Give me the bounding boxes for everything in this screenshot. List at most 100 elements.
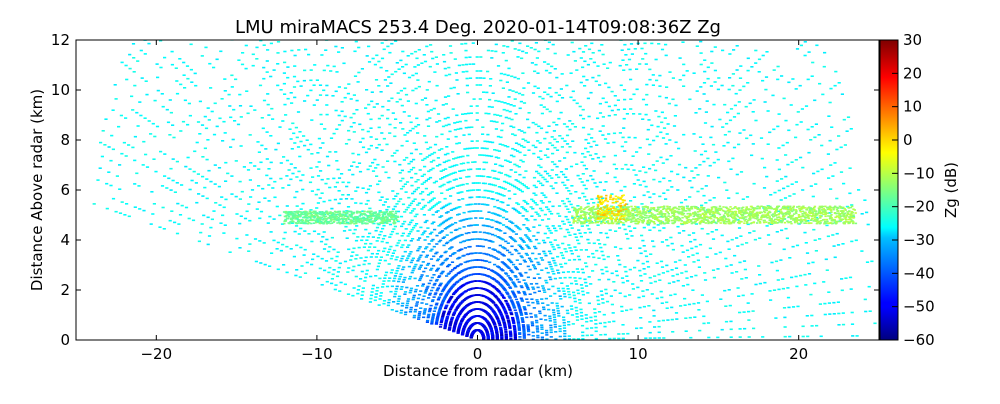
radar-gate [811,261,815,264]
radar-gate [555,124,559,126]
radar-gate [375,226,380,229]
radar-gate [735,45,739,47]
radar-gate [464,49,468,52]
radar-gate [515,226,519,228]
radar-gate [554,229,558,232]
radar-gate [479,56,483,58]
radar-gate [716,336,720,339]
radar-gate [738,77,743,79]
radar-gate [660,296,664,299]
radar-gate [382,250,386,253]
radar-gate [221,140,225,142]
radar-gate [456,206,460,209]
radar-gate [516,77,520,80]
radar-gate [456,128,460,130]
radar-gate [733,254,737,257]
radar-gate [522,331,526,333]
radar-gate [409,240,413,242]
radar-gate [464,113,468,115]
radar-gate [508,287,513,289]
radar-gate [530,198,534,201]
radar-gate [623,150,627,152]
radar-gate [416,239,420,241]
radar-gate [805,315,809,317]
radar-gate [522,184,526,187]
radar-gate [795,285,799,288]
radar-gate [446,152,450,155]
radar-gate [379,256,383,258]
radar-gate [565,228,569,231]
radar-gate [445,293,449,295]
radar-gate [269,231,273,233]
radar-gate [324,260,329,262]
radar-gate [468,189,472,192]
radar-gate [307,53,311,56]
radar-gate [773,191,777,194]
radar-gate [781,287,785,290]
radar-gate [494,43,498,46]
radar-gate [209,180,213,183]
radar-gate [865,211,869,214]
radar-gate [430,191,434,193]
radar-gate [780,178,784,180]
radar-gate [333,186,337,188]
radar-gate [368,165,372,167]
radar-gate [552,130,556,132]
radar-gate [378,298,382,300]
radar-gate [537,242,541,245]
radar-gate [424,180,428,182]
radar-gate [766,110,770,112]
radar-gate [414,305,418,307]
radar-gate [595,197,599,200]
radar-gate [125,78,129,81]
radar-gate [602,155,606,158]
radar-gate [441,237,445,239]
radar-gate [432,313,436,315]
radar-gate [186,77,190,80]
radar-gate [444,294,448,296]
radar-gate [463,247,467,249]
radar-gate [818,303,822,305]
radar-gate [523,293,527,296]
radar-gate [198,133,202,135]
radar-gate [835,148,839,151]
radar-gate [303,248,307,251]
radar-gate [405,156,409,159]
radar-gate [292,255,296,258]
radar-gate [178,214,183,216]
radar-gate [665,264,669,267]
radar-gate [810,314,814,317]
radar-gate [409,221,413,224]
radar-gate [544,319,548,321]
radar-gate [241,52,245,54]
radar-gate [449,187,453,190]
radar-gate [492,120,496,123]
radar-gate [616,99,620,101]
radar-gate [353,75,358,77]
radar-gate [461,255,465,257]
radar-gate [374,293,378,295]
radar-gate [417,268,421,270]
radar-gate [137,185,141,187]
radar-gate [384,271,389,274]
radar-gate [301,211,304,214]
radar-gate [435,63,439,65]
radar-gate [598,322,602,325]
radar-gate [817,134,821,136]
radar-gate [416,204,420,206]
radar-gate [513,248,518,251]
radar-gate [754,283,758,286]
radar-gate [355,254,359,256]
radar-gate [330,236,334,239]
radar-gate [589,316,593,319]
chart-title: LMU miraMACS 253.4 Deg. 2020-01-14T09:08… [235,17,721,38]
radar-gate [551,225,555,227]
radar-gate [436,315,440,318]
radar-gate [556,269,560,272]
radar-gate [411,192,415,195]
radar-gate [421,251,425,253]
radar-gate [262,44,266,46]
radar-gate [515,259,519,261]
radar-gate [443,296,447,298]
radar-gate [238,247,242,249]
